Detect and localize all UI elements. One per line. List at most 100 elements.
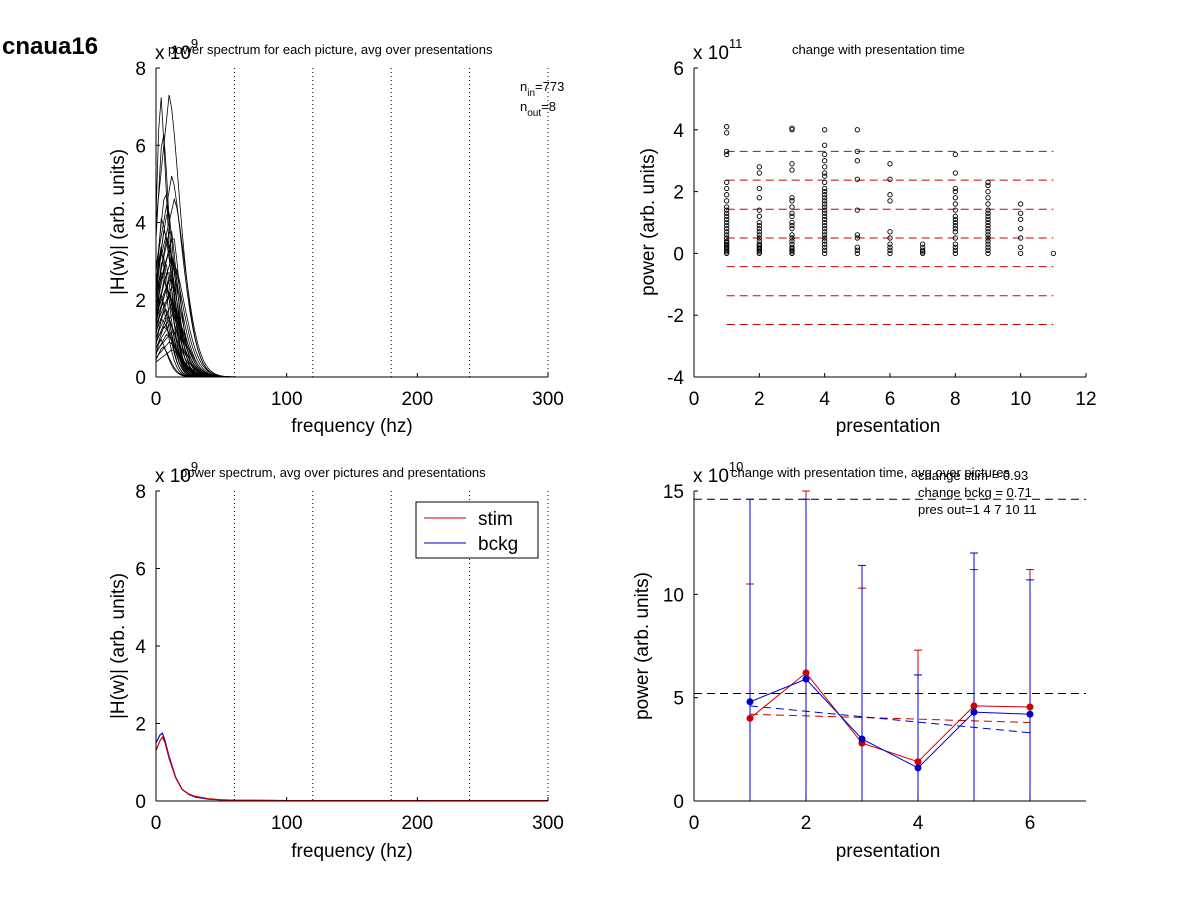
x-tick-label: 300 [532,813,564,834]
data-point [822,173,828,179]
panel1-xticks: 0 100 200 300 [151,373,564,410]
data-point [887,244,893,250]
fit-line-stim [749,713,1031,723]
data-point [756,207,762,213]
data-point [756,232,762,238]
spectrum-line [155,324,548,378]
data-point [985,241,991,247]
y-tick-label: 0 [673,792,684,813]
marker-bckg [858,735,866,743]
marker-stim [914,758,922,766]
y-tick-label: 0 [673,244,684,265]
y-tick-label: 4 [135,637,146,658]
data-point [724,185,730,192]
data-point [952,226,958,232]
data-point [887,161,893,167]
y-tick-label: 6 [135,560,146,581]
data-point [756,226,762,232]
data-point [822,142,828,148]
data-point [789,226,795,232]
data-point [724,124,730,130]
data-point [789,127,795,133]
panel4-xlabel: presentation [836,841,941,862]
data-point [724,192,730,198]
spectrum-line [155,97,548,378]
data-point [985,238,991,244]
data-point [985,247,991,253]
data-point [822,179,828,185]
spectrum-line [155,286,548,378]
data-point [724,249,730,255]
x-tick-label: 0 [689,813,700,834]
spectrum-line [155,286,548,378]
data-point [952,219,958,226]
data-point [952,188,958,195]
spectrum-line [155,94,548,378]
data-point [756,195,762,201]
spectrum-line [155,294,548,378]
data-point [887,247,893,253]
data-point [822,241,828,247]
data-point [724,210,730,216]
data-point [822,216,828,223]
data-point [920,241,926,247]
data-point [985,210,991,216]
data-point [1018,235,1024,241]
data-point [724,232,730,238]
data-point [985,179,991,185]
data-point [789,198,795,204]
data-point [756,250,762,257]
x-tick-label: 100 [271,389,303,410]
data-point [756,247,762,253]
panel3-ylabel: |H(w)| (arb. units) [108,573,129,719]
spectrum-line [155,230,548,378]
y-tick-label: 2 [135,291,146,312]
spectrum-line [155,331,548,378]
panel4-hlines [694,498,1086,695]
spectrum-line [155,192,548,378]
data-point [724,219,730,226]
y-tick-label: 0 [135,792,146,813]
data-point [887,241,893,247]
spectrum-line [155,301,548,378]
data-point [789,222,795,229]
data-point [854,158,860,164]
marker-stim [746,714,754,722]
data-point [952,170,958,176]
spectrum-line [155,341,548,378]
data-point [724,151,730,158]
x-tick-label: 4 [913,813,924,834]
panel1-yticks: 0 2 4 6 8 [135,59,160,389]
marker-bckg [746,698,754,706]
data-point [724,148,730,155]
data-point [822,204,828,210]
y-tick-label: 2 [673,183,684,204]
y-tick-label: 8 [135,59,146,80]
panel1-axes [156,68,548,377]
spectrum-line [155,256,548,378]
data-point [952,241,958,247]
spectrum-line [155,271,548,378]
panel-change-avg-over-pictures: change with presentation time, avg over … [632,459,1086,862]
panel4-exponent: x 1010 [693,459,743,487]
spectrum-line [155,316,548,378]
panel1-exponent: x 109 [155,36,198,64]
legend-stim-label: stim [478,509,513,530]
panel1-xlabel: frequency (hz) [291,416,412,437]
marker-bckg [970,708,978,716]
panel-power-spectrum-per-picture: power spectrum for each picture, avg ove… [108,36,564,437]
x-tick-label: 2 [754,389,765,410]
spectrum-line [155,309,548,378]
data-point [822,247,828,253]
data-point [724,207,730,213]
panel2-points [724,124,1056,257]
data-point [789,195,795,201]
data-point [1018,244,1024,250]
series-line-bckg [749,678,1031,769]
data-point [887,229,893,235]
data-point [822,201,828,207]
panel-average-spectrum: power spectrum, avg over pictures and pr… [108,459,564,862]
data-point [952,229,958,235]
spectrum-line [155,338,548,378]
data-point [920,247,926,253]
